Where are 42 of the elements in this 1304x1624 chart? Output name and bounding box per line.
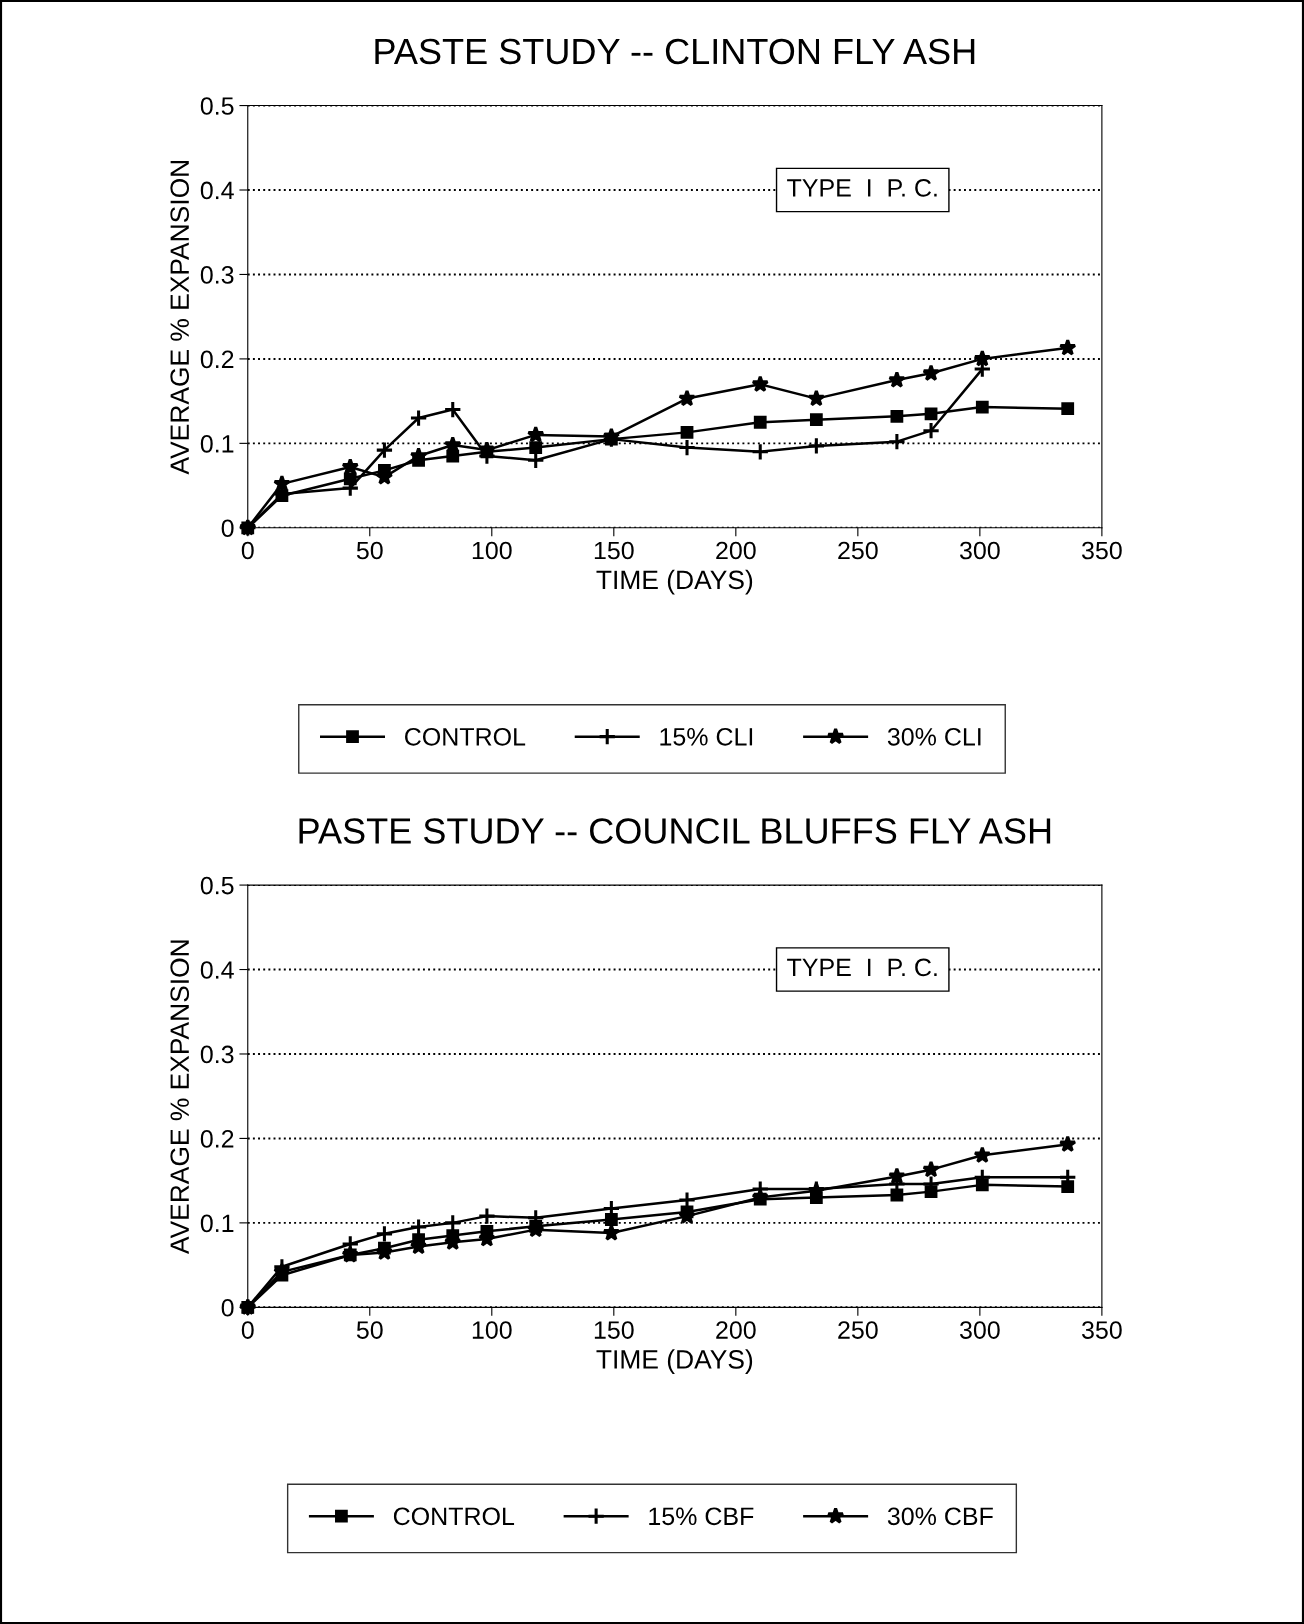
x-tick-label: 250 bbox=[838, 1321, 878, 1339]
legend-label: 30% CBF bbox=[887, 1507, 993, 1526]
x-tick-label: 0 bbox=[241, 541, 254, 560]
x-tick-label: 300 bbox=[959, 541, 1000, 560]
x-axis-title: TIME (DAYS) bbox=[596, 1349, 753, 1374]
y-tick-label: 0.4 bbox=[200, 961, 234, 979]
y-tick-label: 0 bbox=[221, 1298, 234, 1317]
y-tick-label: 0.3 bbox=[200, 266, 234, 284]
x-tick-label: 250 bbox=[838, 541, 878, 560]
x-tick-label: 0 bbox=[241, 1321, 254, 1339]
legend-label: 15% CBF bbox=[649, 1507, 754, 1526]
x-tick-label: 300 bbox=[959, 1321, 1000, 1339]
x-tick-label: 50 bbox=[356, 1321, 383, 1339]
x-tick-label: 200 bbox=[716, 1321, 756, 1339]
chart-title: PASTE STUDY -- CLINTON FLY ASH bbox=[375, 38, 975, 65]
annotation: TYPE I P. C. bbox=[787, 958, 937, 977]
legend-label: 30% CLI bbox=[887, 727, 981, 746]
y-tick-label: 0.1 bbox=[200, 1214, 234, 1233]
x-tick-label: 350 bbox=[1081, 541, 1122, 560]
legend-label: 15% CLI bbox=[660, 727, 753, 746]
y-axis-title: AVERAGE % EXPANSION bbox=[170, 940, 190, 1255]
y-tick-label: 0.1 bbox=[200, 434, 234, 453]
x-tick-label: 150 bbox=[594, 1321, 634, 1339]
legend-label: CONTROL bbox=[405, 727, 526, 746]
x-tick-label: 100 bbox=[472, 1321, 512, 1339]
legend-label: CONTROL bbox=[393, 1507, 515, 1526]
annotation: TYPE I P. C. bbox=[787, 179, 937, 197]
x-tick-label: 200 bbox=[716, 541, 756, 560]
y-tick-label: 0.3 bbox=[200, 1045, 234, 1064]
x-axis-title: TIME (DAYS) bbox=[596, 569, 753, 595]
x-tick-label: 100 bbox=[472, 541, 512, 560]
y-tick-label: 0.2 bbox=[200, 1130, 234, 1148]
x-tick-label: 350 bbox=[1081, 1321, 1122, 1339]
y-axis-title: AVERAGE % EXPANSION bbox=[170, 160, 190, 475]
y-tick-label: 0.2 bbox=[200, 350, 234, 369]
y-tick-label: 0.5 bbox=[200, 876, 234, 895]
x-tick-label: 50 bbox=[356, 541, 383, 560]
y-tick-label: 0.4 bbox=[200, 181, 234, 200]
y-tick-label: 0.5 bbox=[200, 97, 234, 115]
y-tick-label: 0 bbox=[221, 519, 234, 538]
chart-title: PASTE STUDY -- COUNCIL BLUFFS FLY ASH bbox=[299, 818, 1051, 844]
x-tick-label: 150 bbox=[594, 541, 634, 560]
